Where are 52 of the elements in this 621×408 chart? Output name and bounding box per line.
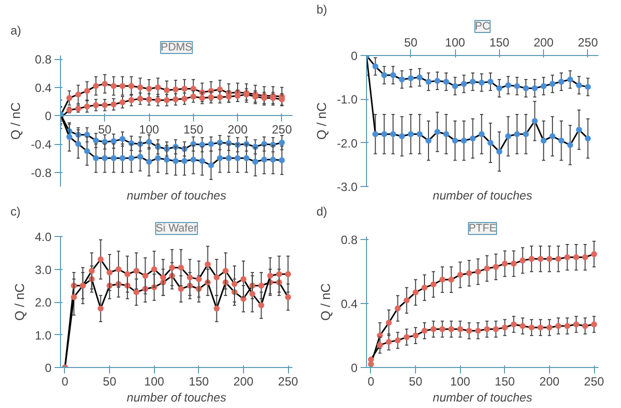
y-axis-title: Q / nC: [314, 102, 329, 140]
x-tick-label: 250: [584, 374, 604, 388]
chart-title: PDMS: [160, 42, 192, 54]
x-axis-title: number of touches: [126, 390, 226, 404]
y-axis-title: Q / nC: [318, 283, 333, 321]
text: a): [10, 24, 22, 38]
x-tick-label: 250: [278, 374, 298, 388]
y-tick-label: -1.0: [336, 92, 358, 107]
x-tick-label: 150: [489, 36, 510, 50]
y-tick-label: 0: [350, 361, 358, 375]
x-tick-label: 100: [139, 122, 160, 137]
x-tick-label: 250: [272, 122, 292, 137]
y-tick-label: 3.0: [34, 262, 52, 277]
x-tick-label: 0: [62, 374, 69, 388]
x-tick-label: 50: [404, 36, 418, 50]
x-tick-label: 50: [102, 374, 117, 388]
y-axis-title: Q / nC: [12, 283, 27, 321]
y-tick-label: 4.0: [34, 230, 52, 244]
x-tick-label: 150: [188, 374, 210, 388]
y-tick-label: 2.0: [34, 296, 52, 310]
y-tick-label: 0.4: [34, 80, 52, 95]
x-axis-title: number of touches: [432, 188, 532, 202]
y-tick-label: -3.0: [336, 180, 358, 194]
x-axis-title: number of touches: [126, 188, 226, 202]
x-tick-label: 200: [539, 374, 560, 388]
y-tick-label: 0.4: [340, 297, 358, 312]
x-axis-title: number of touches: [432, 390, 532, 404]
x-tick-label: 100: [450, 374, 471, 388]
y-tick-label: -0.4: [30, 138, 52, 152]
x-tick-label: 150: [183, 122, 204, 137]
y-tick-label: -2.0: [336, 136, 358, 150]
x-tick-label: 50: [408, 374, 423, 388]
x-tick-label: 0: [368, 374, 375, 388]
x-tick-label: 50: [98, 122, 112, 137]
y-tick-label: 0: [44, 361, 52, 375]
y-tick-label: 0.8: [340, 233, 358, 248]
y-tick-label: 0: [350, 49, 358, 63]
x-tick-label: 200: [228, 122, 248, 137]
x-tick-label: 200: [534, 36, 554, 50]
x-tick-label: 100: [144, 374, 165, 388]
y-tick-label: 0.8: [34, 52, 52, 67]
y-tick-label: -0.8: [30, 166, 52, 180]
text: c): [10, 204, 20, 218]
text: b): [316, 2, 328, 16]
x-tick-label: 200: [233, 374, 254, 388]
y-tick-label: 1.0: [34, 328, 52, 342]
y-axis-title: Q / nC: [8, 102, 23, 140]
x-tick-label: 150: [494, 374, 516, 388]
text: d): [316, 204, 328, 218]
y-tick-label: 0: [44, 109, 52, 124]
x-tick-label: 250: [578, 36, 598, 50]
x-tick-label: 100: [445, 36, 466, 50]
